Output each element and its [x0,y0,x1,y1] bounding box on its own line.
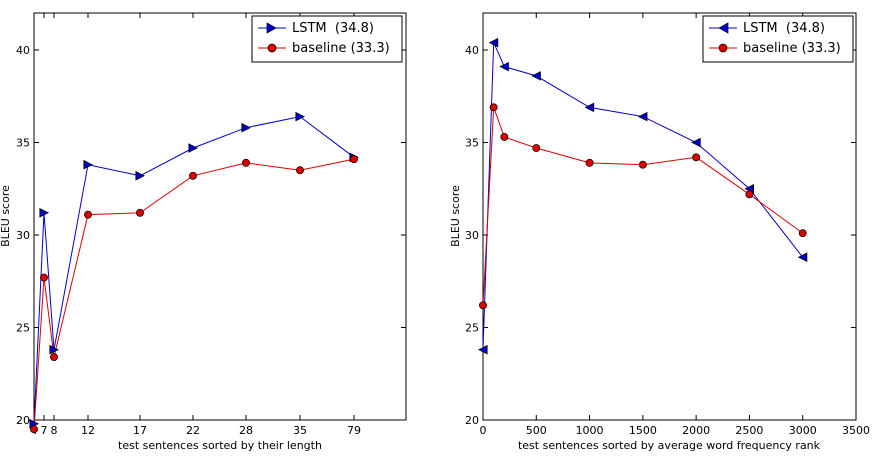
data-point-baseline [296,166,304,175]
data-point-baseline [692,153,701,162]
y-tick-label: 35 [16,137,30,150]
data-point-lstm [241,122,251,133]
data-point-lstm [531,71,541,81]
legend-label-baseline: baseline (33.3) [292,41,390,56]
series-markers [29,111,359,434]
plot-frame [482,12,857,421]
legend-marker-baseline [718,43,728,53]
data-point-baseline [30,425,38,434]
y-axis-label: BLEU score [449,185,462,247]
data-point-lstm [478,344,488,355]
y-axis-label: BLEU score [0,185,12,247]
data-point-baseline [745,190,754,199]
data-point-baseline [84,210,92,219]
x-tick-label: 28 [239,424,253,437]
legend-label-lstm: LSTM (34.8) [743,21,825,36]
data-point-baseline [532,144,541,152]
x-tick-label: 7 [41,424,48,437]
data-point-lstm [584,102,595,113]
data-point-baseline [350,155,358,164]
data-point-lstm [39,208,49,218]
legend-box [251,15,403,63]
data-point-lstm [135,171,145,181]
x-tick-label: 1500 [629,424,657,437]
data-point-baseline [189,171,197,180]
x-tick-label: 35 [293,424,307,437]
data-point-baseline [242,158,250,167]
y-tick-label: 30 [16,229,30,242]
data-point-baseline [798,229,807,238]
data-point-lstm [637,111,648,122]
x-axis-label: test sentences sorted by their length [118,439,322,452]
legend-marker-lstm [266,22,277,34]
data-point-baseline [136,208,144,217]
x-tick-label: 2500 [735,424,763,437]
y-tick-label: 25 [16,322,30,335]
x-tick-label: 3000 [789,424,817,437]
data-point-baseline [50,353,58,362]
x-tick-label: 500 [526,424,547,437]
y-tick-label: 20 [465,414,479,427]
x-tick-label: 0 [480,424,487,437]
x-tick-label: 17 [133,424,147,437]
y-tick-label: 35 [465,137,479,150]
x-tick-label: 1000 [576,424,604,437]
data-point-baseline [489,103,498,112]
x-axis-label: test sentences sorted by average word fr… [518,439,821,452]
data-point-lstm [295,111,305,122]
data-point-baseline [479,301,487,310]
x-tick-label: 3500 [842,424,870,437]
y-tick-label: 30 [465,229,479,242]
data-point-baseline [585,158,594,167]
data-point-lstm [188,143,198,153]
x-tick-label: 8 [51,424,58,437]
plot-frame [33,12,407,421]
data-point-baseline [500,132,509,141]
x-tick-label: 22 [186,424,200,437]
y-tick-label: 40 [16,44,30,57]
series-markers [478,37,808,355]
legend-label-baseline: baseline (33.3) [743,41,841,56]
x-axis: 0 500 1000 1500 2000 2500 3000 3500 [480,13,870,437]
data-point-lstm [83,159,93,170]
data-point-lstm [797,252,808,262]
data-point-lstm [49,344,59,355]
legend: LSTM (34.8) baseline (33.3) [251,15,403,63]
x-tick-label: 79 [347,424,361,437]
legend: LSTM (34.8) baseline (33.3) [702,15,854,63]
data-point-baseline [40,273,48,282]
legend-box [702,15,854,63]
y-tick-label: 20 [16,414,30,427]
y-axis: 20 25 30 35 40 [16,44,406,427]
data-point-lstm [691,137,701,148]
y-tick-label: 40 [465,44,479,57]
data-point-lstm [488,37,499,48]
data-point-lstm [499,61,509,72]
x-tick-label: 12 [81,424,95,437]
x-tick-label: 2000 [682,424,710,437]
data-point-baseline [638,160,647,169]
legend-marker-lstm [718,22,729,34]
legend-marker-baseline [267,43,277,53]
legend-label-lstm: LSTM (34.8) [292,21,374,36]
y-tick-label: 25 [465,322,479,335]
